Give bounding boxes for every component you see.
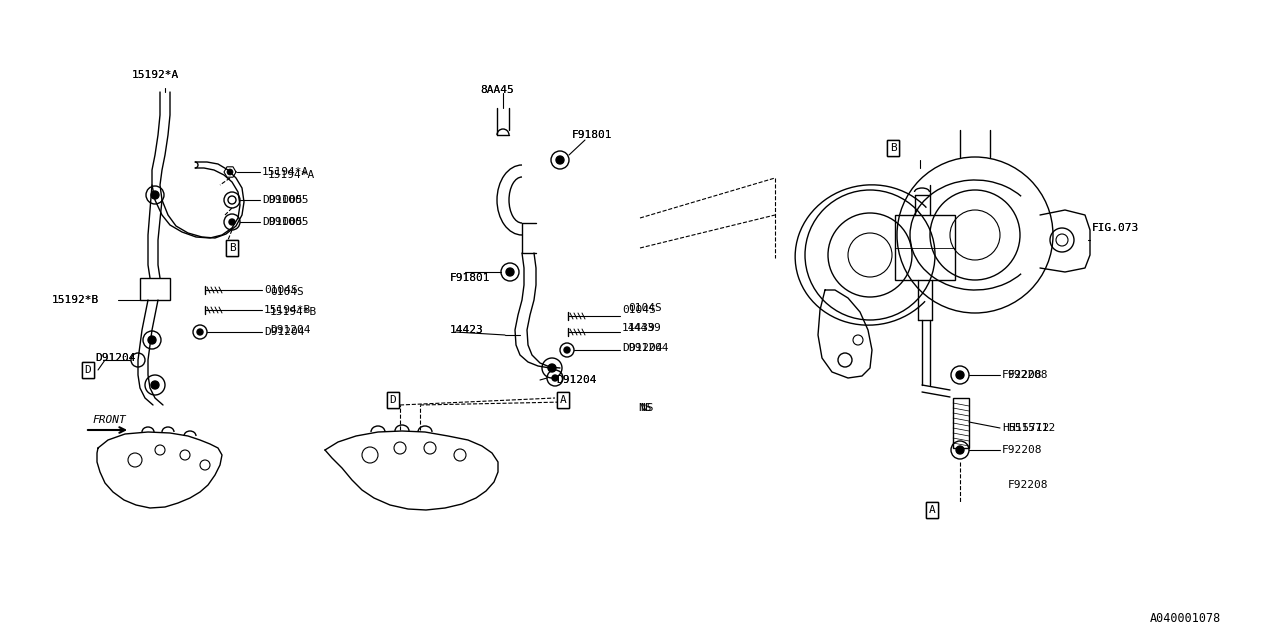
Text: D91005: D91005 [262,217,302,227]
Text: D: D [389,395,397,405]
Text: F92208: F92208 [1002,370,1042,380]
Text: D91204: D91204 [264,327,305,337]
Text: F91801: F91801 [451,273,490,283]
Text: D91005: D91005 [262,195,302,205]
Text: F91801: F91801 [451,273,490,283]
Text: D91204: D91204 [622,343,663,353]
Text: B: B [890,143,896,153]
Text: 0104S: 0104S [270,287,303,297]
Text: 15192*B: 15192*B [52,295,100,305]
Text: F92208: F92208 [1002,445,1042,455]
Text: 0104S: 0104S [622,305,655,315]
Text: A040001078: A040001078 [1149,611,1221,625]
Circle shape [151,381,159,389]
Text: FRONT: FRONT [92,415,125,425]
Text: D: D [389,395,397,405]
Text: 14423: 14423 [451,325,484,335]
Text: F92208: F92208 [1009,480,1048,490]
Text: D: D [84,365,91,375]
Text: 8AA45: 8AA45 [480,85,513,95]
Text: FIG.073: FIG.073 [1092,223,1139,233]
Text: D: D [84,365,91,375]
Text: H515712: H515712 [1002,423,1050,433]
Circle shape [956,371,964,379]
Text: NS: NS [637,403,652,413]
Circle shape [564,347,570,353]
Text: D91204: D91204 [628,343,668,353]
Text: FIG.073: FIG.073 [1092,223,1139,233]
Text: 14423: 14423 [451,325,484,335]
Text: F92208: F92208 [1009,370,1048,380]
Text: D91005: D91005 [268,195,308,205]
Text: 0104S: 0104S [264,285,298,295]
Circle shape [956,446,964,454]
Text: B: B [229,243,236,253]
Bar [954,398,969,448]
Text: 15194*A: 15194*A [262,167,310,177]
Circle shape [197,329,204,335]
Text: B: B [229,243,236,253]
Circle shape [227,169,233,175]
Circle shape [552,375,558,381]
Text: D91005: D91005 [268,217,308,227]
Text: H515712: H515712 [1009,423,1055,433]
Text: D91204: D91204 [556,375,596,385]
Text: 15194*A: 15194*A [268,170,315,180]
Circle shape [556,156,564,164]
Text: 15192*A: 15192*A [132,70,179,80]
Text: D91204: D91204 [95,353,136,363]
Text: 15192*B: 15192*B [52,295,100,305]
Text: 8AA45: 8AA45 [480,85,513,95]
Text: A: A [559,395,566,405]
Circle shape [506,268,515,276]
Text: A: A [559,395,566,405]
Text: D91204: D91204 [95,353,136,363]
Text: A: A [928,505,936,515]
Circle shape [229,219,236,225]
Text: A: A [928,505,936,515]
Text: 14439: 14439 [628,323,662,333]
Text: NS: NS [640,403,654,413]
Text: 14439: 14439 [622,323,655,333]
Text: 0104S: 0104S [628,303,662,313]
Text: 15194*B: 15194*B [270,307,317,317]
Text: D91204: D91204 [556,375,596,385]
Bar [140,278,170,300]
Bar [895,215,955,280]
Text: F91801: F91801 [572,130,613,140]
Text: B: B [890,143,896,153]
Text: F91801: F91801 [572,130,613,140]
Text: 15192*A: 15192*A [132,70,179,80]
Text: D91204: D91204 [270,325,311,335]
Circle shape [148,336,156,344]
Text: 15194*B: 15194*B [264,305,311,315]
Circle shape [151,191,159,199]
Circle shape [548,364,556,372]
